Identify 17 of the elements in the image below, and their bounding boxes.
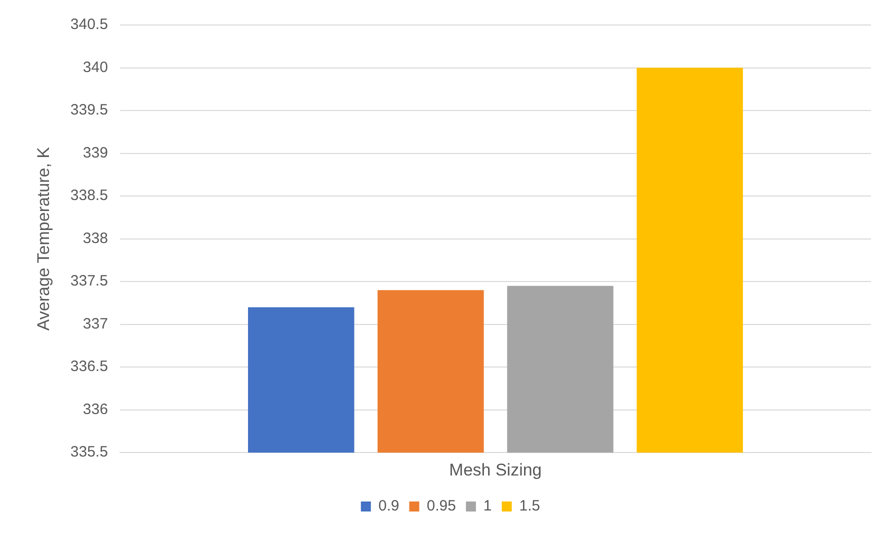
y-tick-label: 338.5 bbox=[70, 187, 108, 204]
y-tick-label: 337.5 bbox=[70, 272, 108, 290]
y-tick-label: 339.5 bbox=[70, 102, 108, 119]
y-tick-label: 336.5 bbox=[70, 358, 108, 376]
y-tick-label: 338 bbox=[82, 230, 108, 247]
y-tick-label: 336 bbox=[82, 400, 108, 418]
legend-label: 1.5 bbox=[519, 498, 540, 515]
y-tick-label: 337 bbox=[82, 315, 108, 332]
legend-label: 1 bbox=[483, 498, 492, 515]
legend-label: 0.95 bbox=[426, 498, 456, 515]
y-tick-label: 339 bbox=[82, 144, 108, 162]
x-tick-label: Mesh Sizing bbox=[449, 460, 542, 480]
y-tick-label: 340.5 bbox=[70, 16, 108, 34]
y-tick-label: 335.5 bbox=[70, 444, 108, 461]
y-tick-label: 340 bbox=[82, 58, 108, 76]
legend-label: 0.9 bbox=[378, 498, 400, 515]
y-axis-title: Average Temperature, K bbox=[34, 146, 53, 331]
